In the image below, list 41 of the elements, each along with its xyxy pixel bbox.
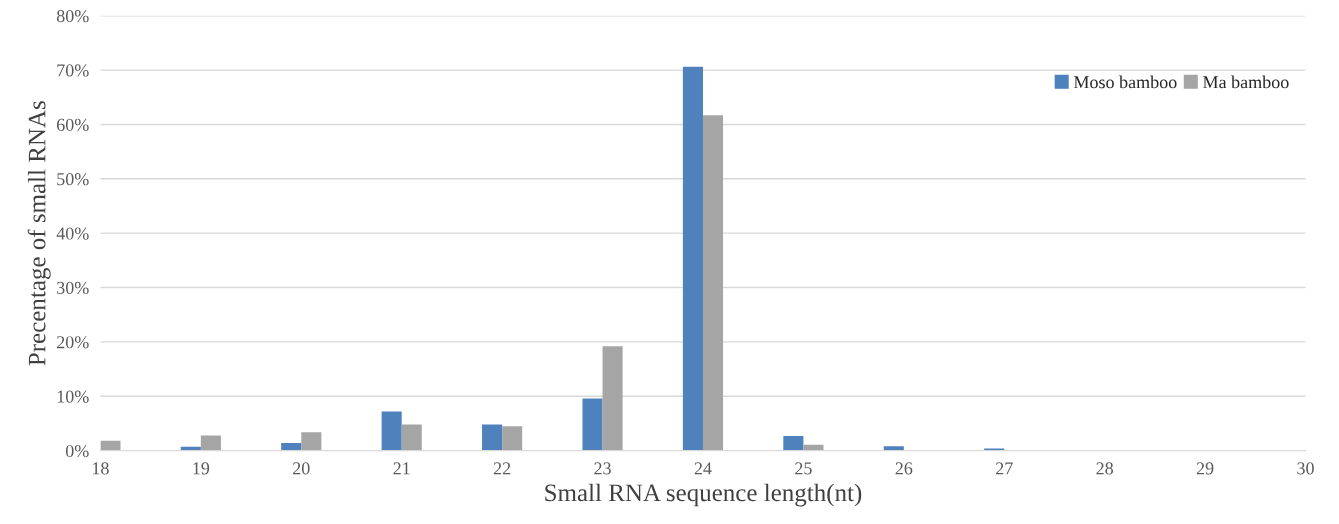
bar [301, 432, 322, 451]
bar [582, 398, 603, 451]
x-tick-label: 26 [895, 462, 913, 475]
bar [401, 424, 422, 451]
bar [883, 446, 904, 451]
bar [100, 440, 121, 451]
x-tick-label: 27 [996, 462, 1013, 475]
bar [602, 346, 623, 451]
bar [702, 115, 724, 451]
legend-label: Ma bamboo [1203, 75, 1289, 89]
y-tick-label: 50% [57, 173, 89, 186]
y-tick-label: 10% [57, 390, 89, 403]
y-tick-label: 20% [57, 336, 89, 349]
x-tick-label: 21 [393, 462, 410, 475]
bar [502, 426, 523, 451]
bar [783, 435, 804, 451]
x-tick-label: 24 [694, 462, 712, 475]
bar [281, 443, 302, 451]
bar [381, 411, 402, 451]
y-tick-label: 0% [65, 444, 89, 458]
legend-label: Moso bamboo [1073, 75, 1177, 89]
bar [482, 424, 503, 451]
bar [200, 435, 221, 451]
x-tick-label: 30 [1297, 462, 1314, 475]
x-tick-label: 22 [493, 462, 511, 475]
x-axis-title: Small RNA sequence length(nt) [545, 483, 862, 507]
x-tick-label: 23 [594, 462, 611, 475]
x-tick-label: 25 [795, 462, 812, 475]
y-tick-label: 40% [56, 227, 89, 240]
y-tick-label: 70% [57, 64, 89, 77]
y-tick-label: 30% [57, 281, 89, 295]
x-tick-label: 18 [92, 462, 109, 475]
y-tick-label: 80% [56, 9, 89, 23]
bar [984, 448, 1005, 451]
y-axis-title: Precentage of small RNAs [27, 101, 51, 366]
bar [682, 66, 703, 451]
x-tick-label: 20 [293, 462, 310, 475]
y-tick-label: 60% [56, 118, 89, 131]
x-tick-label: 28 [1096, 462, 1114, 475]
x-tick-label: 19 [193, 462, 210, 475]
x-tick-label: 29 [1196, 462, 1214, 475]
